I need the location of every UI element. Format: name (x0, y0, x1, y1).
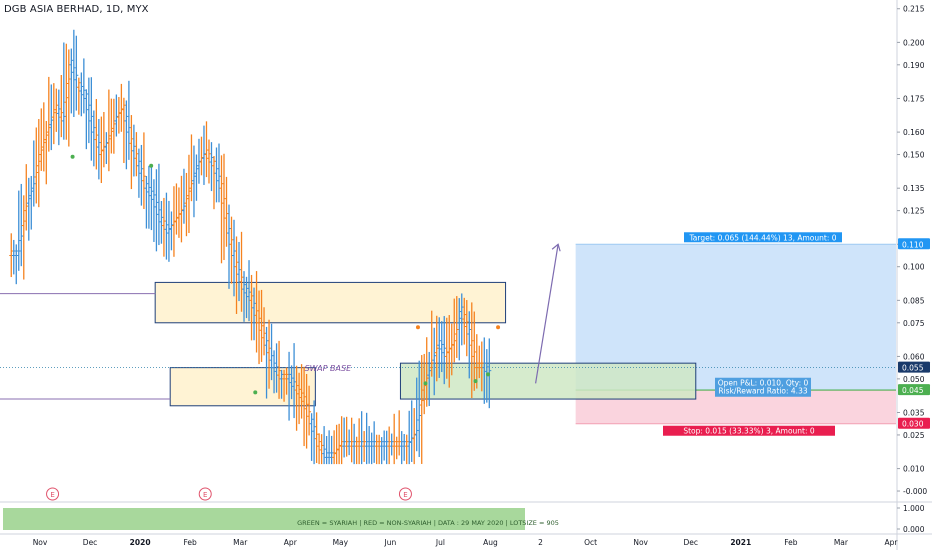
price-tick-label: 0.100 (903, 263, 925, 272)
pivot-marker (423, 381, 428, 386)
price-tick-label: 0.200 (903, 38, 925, 47)
time-tick-label: Feb (184, 538, 198, 547)
target-price-tag-text: 0.110 (902, 240, 924, 249)
price-tick-label: 0.215 (903, 5, 925, 14)
pnl-line-1: Open P&L: 0.010, Qty: 0 (718, 379, 809, 388)
current-price-tag: 0.055 (898, 361, 930, 373)
target-label-text: Target: 0.065 (144.44%) 13, Amount: 0 (688, 233, 836, 242)
pnl-line-2: Risk/Reward Ratio: 4.33 (718, 387, 807, 396)
earnings-marker[interactable]: E (398, 487, 412, 501)
sub-tick-label: 0.000 (903, 525, 925, 534)
projection-arrowhead (551, 243, 561, 252)
price-tick-label: 0.175 (903, 94, 925, 103)
time-tick-label: Oct (584, 538, 597, 547)
entry-price-tag-bg (898, 384, 930, 396)
stop-price-tag-bg (898, 417, 930, 429)
time-tick-label: Dec (83, 538, 98, 547)
syariah-indicator-bar (3, 508, 525, 530)
time-tick-label: Jun (384, 538, 397, 547)
earnings-marker-letter: E (403, 491, 407, 499)
pivot-marker (253, 390, 258, 395)
earnings-marker-letter: E (203, 491, 207, 499)
time-tick-label: Aug (483, 538, 498, 547)
price-tick-label: 0.010 (903, 465, 925, 474)
pivot-marker (486, 372, 491, 377)
swap-base-label: SWAP BASE (305, 364, 352, 373)
time-tick-label: 2 (538, 538, 543, 547)
stop-label: Stop: 0.015 (33.33%) 3, Amount: 0 (663, 425, 835, 436)
time-tick-label: Dec (683, 538, 698, 547)
time-tick-label: Mar (834, 538, 849, 547)
current-price-tag-bg (898, 361, 930, 373)
pnl-label-bg (715, 377, 811, 397)
stop-label-bg (663, 425, 835, 436)
earnings-marker-circle (46, 487, 60, 501)
stop-price-tag: 0.030 (898, 417, 930, 429)
price-tick-label: 0.075 (903, 319, 925, 328)
price-axis: 0.215 0.200 0.190 0.175 0.160 0.150 0.135 0.125… (897, 5, 930, 496)
time-tick-label: Apr (284, 538, 298, 547)
reference-lines (0, 293, 896, 400)
price-tick-label: 0.085 (903, 296, 925, 305)
price-tick-label: -0.000 (903, 487, 927, 496)
time-tick-label: Nov (633, 538, 648, 547)
time-axis: Nov Dec 2020 Feb Mar Apr May Jun Jul Aug 2 Oct Nov De… (33, 538, 899, 547)
price-tick-label: 0.050 (903, 375, 925, 384)
pivot-marker (473, 379, 478, 384)
footer-legend: GREEN = SYARIAH | RED = NON-SYARIAH | DA… (297, 519, 559, 527)
pivot-marker (415, 325, 420, 330)
target-price-tag: 0.110 (898, 238, 930, 250)
time-tick-label: Apr (884, 538, 898, 547)
indicator-pane: GREEN = SYARIAH | RED = NON-SYARIAH | DA… (3, 504, 925, 534)
ohlc-bars (9, 29, 492, 465)
price-tick-label: 0.035 (903, 409, 925, 418)
price-tick-label: 0.135 (903, 184, 925, 193)
chart-title: DGB ASIA BERHAD, 1D, MYX (4, 4, 149, 15)
entry-price-tag-text: 0.045 (902, 386, 924, 395)
time-tick-label: Nov (33, 538, 48, 547)
time-tick-label: May (333, 538, 349, 547)
annotations-layer: SWAP BASE Target: 0.065 (144.44%) 13, Amo… (46, 154, 842, 501)
sub-tick-label: 1.000 (903, 504, 925, 513)
stop-price-tag-text: 0.030 (902, 420, 924, 429)
earnings-marker[interactable]: E (46, 487, 60, 501)
pivot-marker (70, 154, 75, 159)
time-tick-label: 2020 (130, 538, 151, 547)
pivot-marker (149, 163, 154, 168)
earnings-marker-letter: E (50, 491, 54, 499)
price-tick-label: 0.125 (903, 207, 925, 216)
time-tick-label: Mar (233, 538, 248, 547)
time-tick-label: 2021 (730, 538, 751, 547)
target-price-tag-bg (898, 238, 930, 250)
earnings-marker-circle (198, 487, 212, 501)
target-label-bg (684, 232, 842, 243)
price-tick-label: 0.060 (903, 352, 925, 361)
entry-price-tag: 0.045 (898, 384, 930, 396)
stop-label-text: Stop: 0.015 (33.33%) 3, Amount: 0 (683, 427, 815, 436)
pivot-marker (496, 325, 501, 330)
supply-zone-box[interactable] (154, 281, 507, 324)
price-tick-label: 0.150 (903, 151, 925, 160)
price-tick-label: 0.025 (903, 431, 925, 440)
target-label: Target: 0.065 (144.44%) 13, Amount: 0 (684, 232, 842, 243)
current-price-tag-text: 0.055 (902, 364, 924, 373)
earnings-marker[interactable]: E (198, 487, 212, 501)
earnings-marker-circle (398, 487, 412, 501)
price-tick-label: 0.160 (903, 128, 925, 137)
price-tick-label: 0.190 (903, 61, 925, 70)
time-tick-label: Jul (435, 538, 445, 547)
projection-arrow[interactable] (535, 244, 559, 384)
time-tick-label: Feb (784, 538, 798, 547)
